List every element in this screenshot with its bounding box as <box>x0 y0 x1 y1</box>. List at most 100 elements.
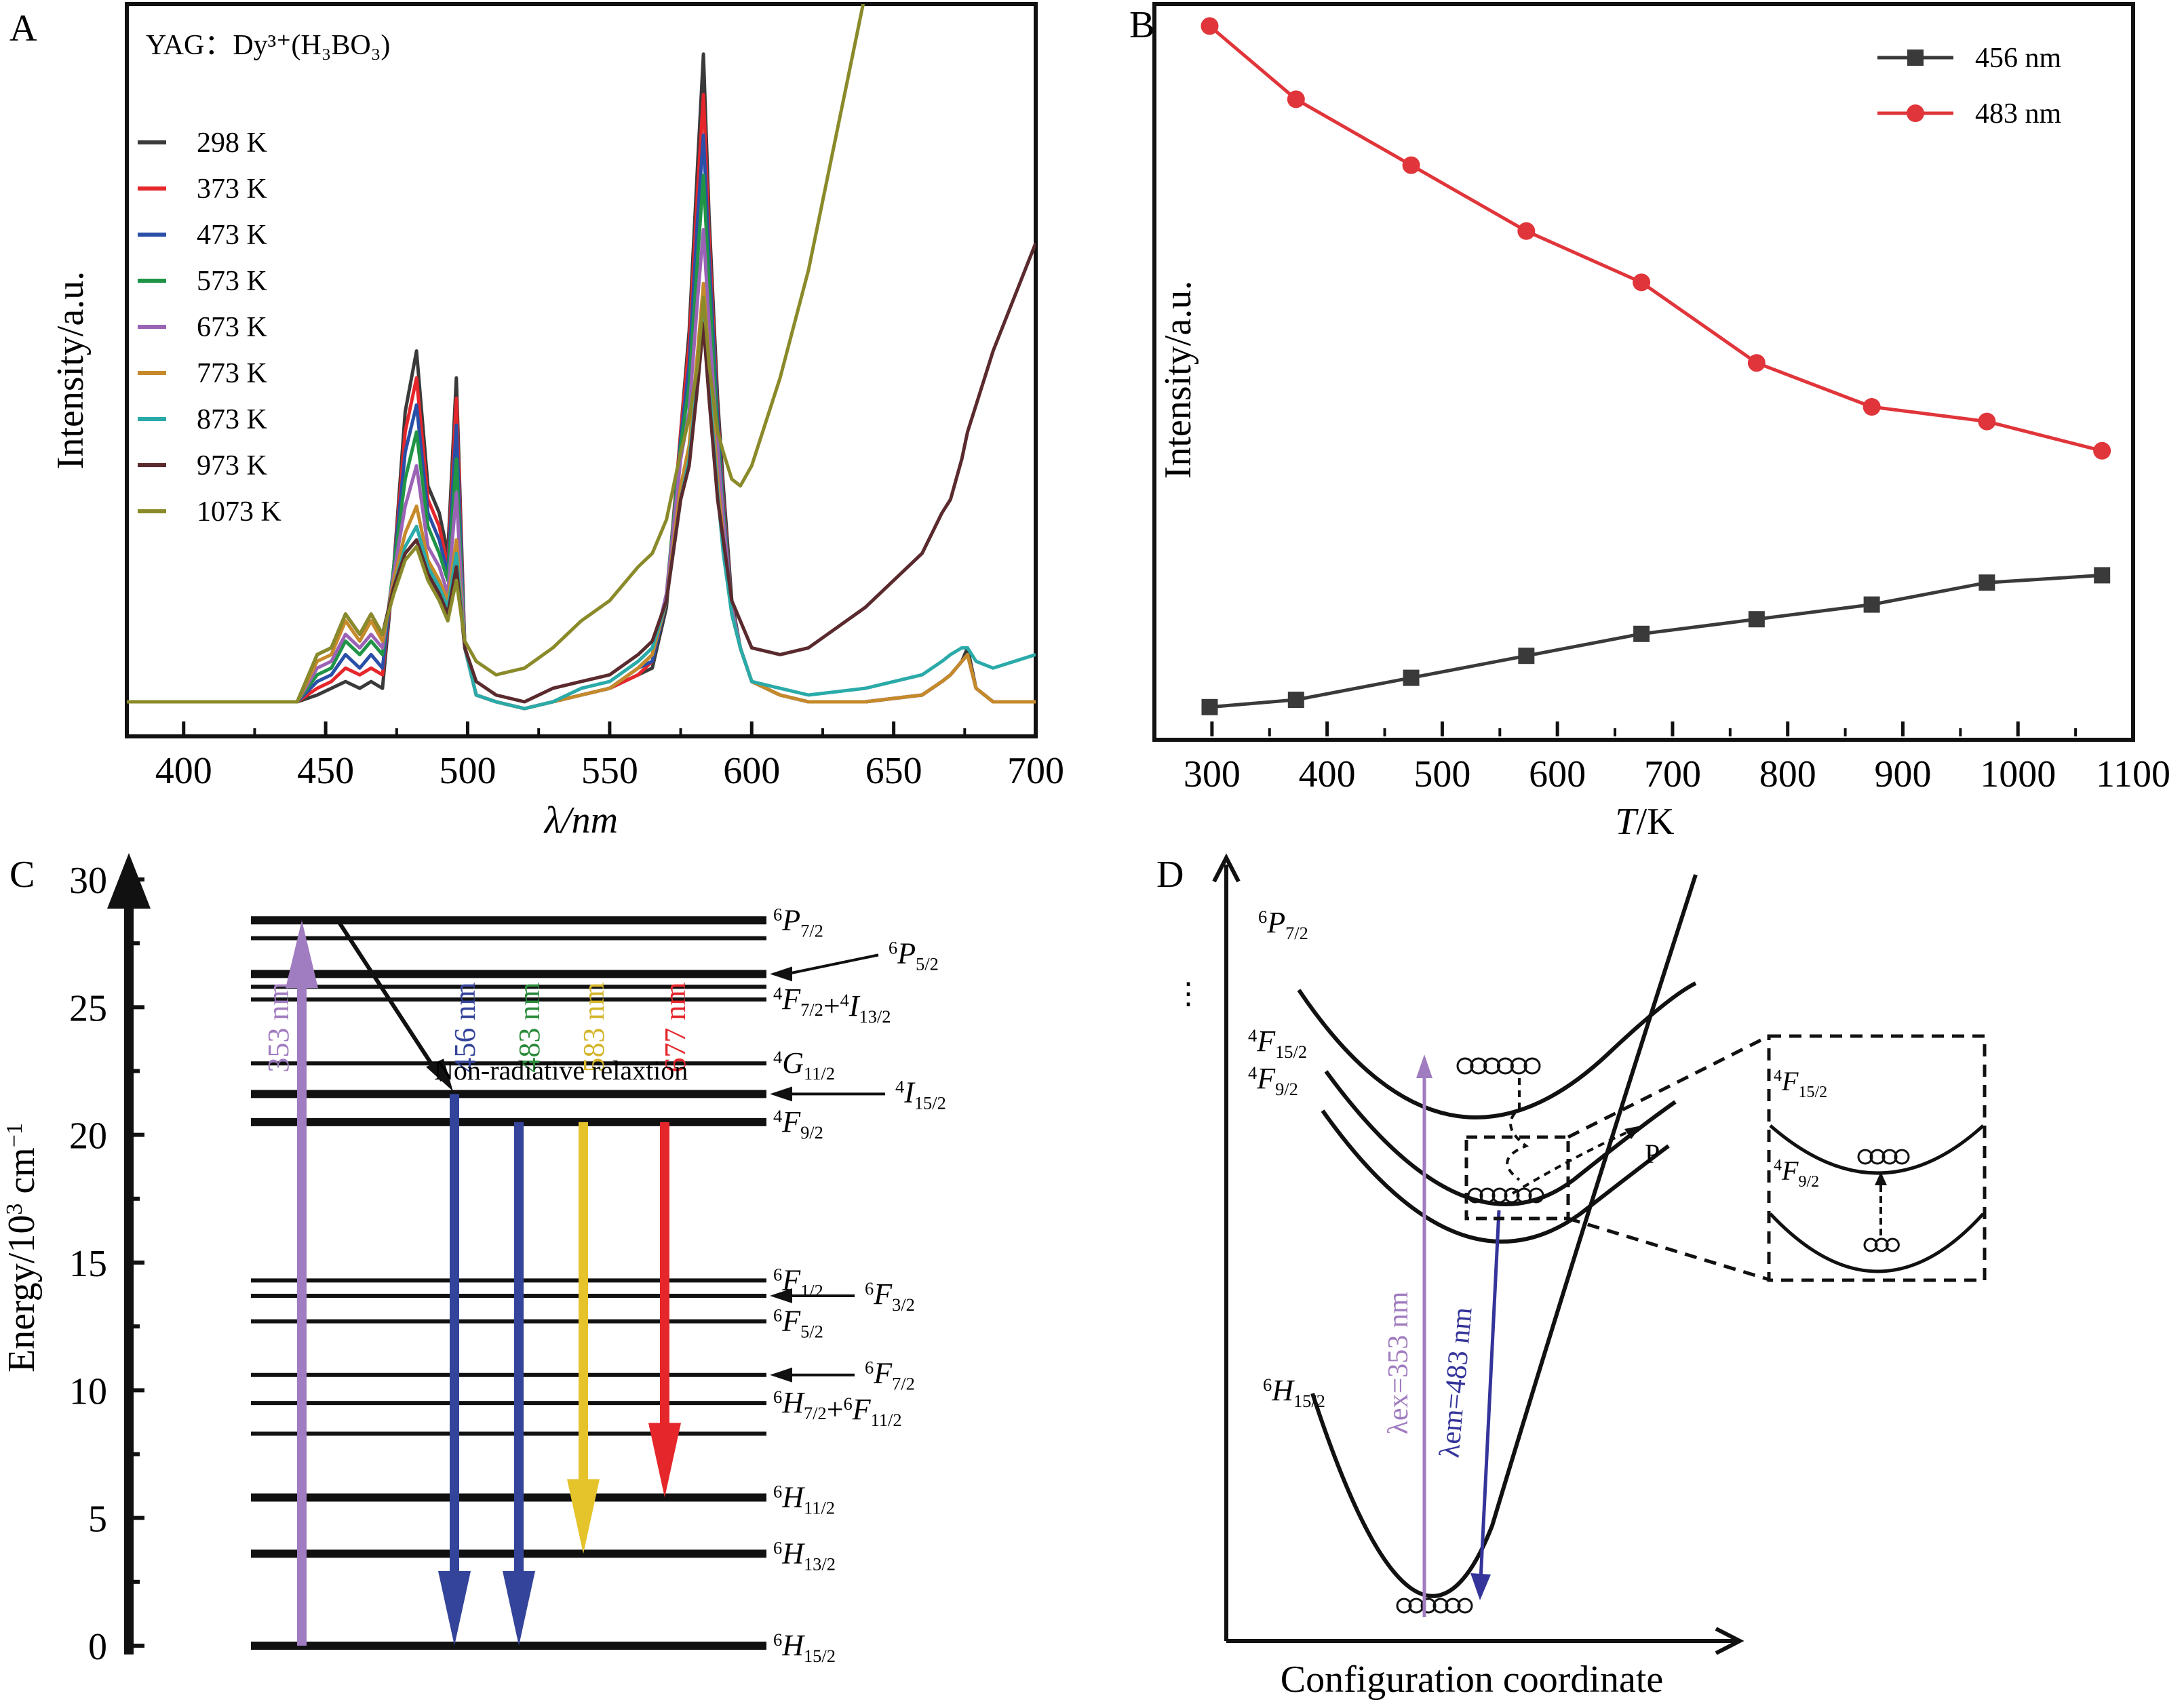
data-point <box>1287 90 1305 108</box>
panel-d-x-title: Configuration coordinate <box>1281 1659 1664 1701</box>
excitation-arrowhead <box>1416 1054 1432 1078</box>
emission-arrow-head <box>567 1479 600 1554</box>
legend-marker <box>1907 49 1924 66</box>
panel-a-label: A <box>9 7 37 49</box>
zoom-region-box <box>1464 1135 1570 1221</box>
energy-level-label: 6F3/2 <box>865 1277 915 1315</box>
energy-level-label: 6F5/2 <box>773 1305 823 1342</box>
x-tick-label: 500 <box>440 750 496 792</box>
x-tick-label: 900 <box>1874 753 1931 795</box>
excitation-label: λex=353 nm <box>1383 1291 1414 1434</box>
data-point <box>1518 648 1535 665</box>
energy-tick-label: 25 <box>69 987 107 1029</box>
inset-electron-upper <box>1857 1149 1873 1165</box>
energy-level-label: 6H7/2+6F11/2 <box>773 1386 902 1430</box>
panel-b-x-title: T/K <box>1615 801 1674 843</box>
series-line-456nm <box>1209 573 2103 709</box>
energy-level-label: 4F7/2+4I13/2 <box>773 983 891 1027</box>
x-tick-label: 500 <box>1413 753 1470 795</box>
panel-c: C 0 5 10 15 20 25 30 6P7/2 6P5/2 4F7/2+4I13/2 4G1… <box>1 853 946 1668</box>
excitation-arrow-head <box>286 920 318 989</box>
nonradiative-arrow-shaft <box>336 919 444 1082</box>
crossover-point-label: P <box>1645 1138 1660 1169</box>
panel-a-legend: 298 K 373 K 473 K 573 K 673 K 773 K 873 K 973 K… <box>138 127 281 528</box>
x-tick-label: 450 <box>297 750 354 792</box>
emission-arrowhead <box>1470 1573 1491 1600</box>
energy-level-label: 6H15/2 <box>773 1629 836 1666</box>
config-axis-arrow <box>1715 1627 1744 1655</box>
electron-4f92 <box>1504 1187 1520 1204</box>
data-point <box>1748 611 1765 628</box>
x-tick-label: 400 <box>155 750 212 792</box>
inset-electron-upper <box>1869 1149 1886 1165</box>
x-tick-label: 650 <box>865 750 922 792</box>
panel-a-frame <box>125 2 1038 738</box>
energy-level-label: 6F7/2 <box>865 1357 915 1394</box>
energy-level-label: 6P5/2 <box>889 936 939 974</box>
electron-4f92 <box>1467 1187 1483 1204</box>
legend-marker <box>1907 104 1924 122</box>
panel-c-y-title: Energy/103 cm−1 <box>1 1123 43 1372</box>
inset-electron-upper <box>1881 1149 1898 1165</box>
legend-label: 298 K <box>197 127 267 159</box>
electron-6h152 <box>1445 1598 1461 1614</box>
panel-d-diagram: ⋮6P7/24F15/24F9/26H15/24F15/24F9/2Pλex=3… <box>1173 853 1987 1655</box>
energy-level-label: 4F9/2 <box>773 1105 823 1143</box>
electron-4f92 <box>1528 1187 1544 1204</box>
level-pointer-head <box>770 1086 792 1102</box>
transition-wavelength-label: 483 nm <box>513 982 546 1072</box>
panel-a-x-ticks: 400 450 500 550 600 650 700 <box>155 721 1064 792</box>
nonradiative-arrow-head <box>426 1058 453 1092</box>
legend-label: 1073 K <box>197 496 281 528</box>
energy-tick-label: 5 <box>88 1499 107 1541</box>
x-tick-label: 1100 <box>2096 753 2170 795</box>
series-line-573k <box>127 174 1036 711</box>
x-tick-label: 600 <box>723 750 780 792</box>
level-pointer-head <box>770 1367 792 1383</box>
thermal-path <box>1511 1128 1635 1195</box>
panel-b-series <box>1201 17 2111 715</box>
inset-label-4f152: 4F15/2 <box>1774 1066 1827 1101</box>
data-point <box>1403 669 1420 686</box>
x-tick-label: 600 <box>1529 753 1586 795</box>
curve-4f152 <box>1324 1070 1677 1206</box>
energy-axis-arrow <box>1212 853 1241 883</box>
inset-curve-4f92 <box>1769 1212 1985 1273</box>
electron-6h152 <box>1457 1598 1473 1614</box>
energy-level-label: 4I15/2 <box>895 1075 946 1113</box>
legend-label: 873 K <box>197 404 267 435</box>
curve-6h152 <box>1310 874 1698 1598</box>
panel-a-series <box>127 4 1036 711</box>
data-point <box>1978 412 1996 431</box>
energy-level-label: 6H13/2 <box>773 1537 836 1574</box>
legend-label: 373 K <box>197 174 267 205</box>
electron-4f92 <box>1516 1187 1532 1204</box>
electron-4f92 <box>1491 1187 1508 1204</box>
series-line-1073k <box>127 4 865 704</box>
emission-arrow-head <box>503 1571 535 1646</box>
panel-c-energy-levels: 6P7/2 6P5/2 4F7/2+4I13/2 4G11/2 4I15/2 4F9/2 6… <box>251 903 946 1666</box>
legend-label: 973 K <box>197 450 267 481</box>
panel-b-legend: 456 nm 483 nm <box>1877 43 2062 130</box>
thermal-arrowhead <box>1624 1126 1641 1139</box>
ellipsis-icon: ⋮ <box>1173 977 1203 1010</box>
nonradiative-relaxation-label: Non-radiative relaxtion <box>434 1055 688 1086</box>
data-point <box>1863 596 1880 613</box>
transition-wavelength-label: 353 nm <box>262 982 295 1072</box>
legend-label: 673 K <box>197 312 267 343</box>
series-line-483nm <box>1208 24 2103 453</box>
electron-6p72 <box>1523 1057 1541 1075</box>
panel-d-label: D <box>1156 854 1184 896</box>
data-point <box>1517 222 1536 240</box>
nonradiative-path <box>1506 1078 1529 1181</box>
panel-c-label: C <box>9 854 35 896</box>
energy-level-label: 4G11/2 <box>773 1046 835 1084</box>
electron-6p72 <box>1510 1057 1527 1075</box>
data-point <box>1633 625 1650 642</box>
electron-6p72 <box>1456 1057 1474 1075</box>
state-label-6h152: 6H15/2 <box>1263 1374 1325 1411</box>
x-tick-label: 1000 <box>1980 753 2056 795</box>
transition-wavelength-label: 677 nm <box>659 982 692 1072</box>
inset-thermal-arrowhead <box>1875 1172 1887 1185</box>
